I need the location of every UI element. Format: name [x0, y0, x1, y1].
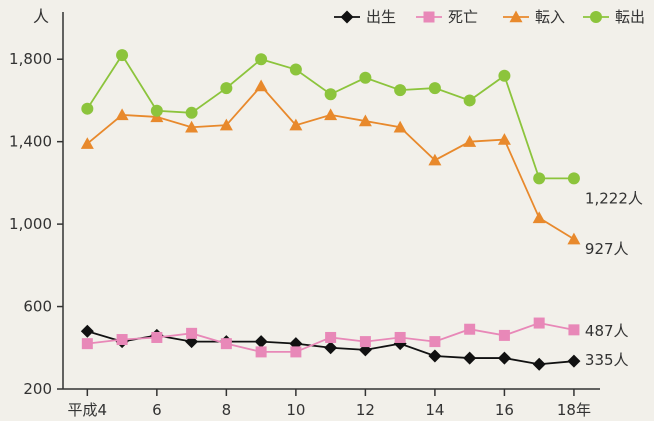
legend-label: 転出: [615, 8, 645, 26]
legend-label: 出生: [366, 8, 396, 26]
legend-item: 転入: [503, 8, 565, 26]
y-tick-label: 1,000: [9, 215, 52, 233]
legend-1-point: [340, 10, 354, 24]
series-4-point: [567, 172, 580, 185]
series-2-point: [290, 346, 302, 358]
y-tick-label: 600: [23, 298, 52, 316]
series-3-point: [289, 118, 303, 131]
series-3-point: [428, 153, 442, 166]
series-4-point: [498, 69, 511, 82]
y-axis-unit-label: 人: [33, 7, 49, 26]
end-labels: 335人 487人 927人 1,222人: [585, 189, 643, 369]
series-4-point: [116, 49, 129, 62]
series-4-point: [289, 63, 302, 76]
series-2-point: [325, 331, 337, 343]
series-3-point: [567, 232, 581, 245]
x-tick-label: 14: [425, 401, 444, 419]
series-2-point: [116, 334, 128, 346]
series-3-point: [463, 135, 477, 147]
x-tick-label: 6: [152, 401, 162, 419]
legend-4-point: [590, 11, 602, 23]
y-tick-label: 1,800: [9, 50, 52, 68]
series-4-point: [359, 71, 372, 84]
legend-label: 転入: [535, 8, 565, 26]
legend-item: 転出: [583, 8, 645, 26]
series-2-point: [498, 329, 510, 341]
y-tick-label: 1,400: [9, 133, 52, 151]
series-3-point: [185, 120, 199, 133]
y-ticks: 200 600 1,000 1,400 1,800: [9, 50, 63, 398]
series-2-point: [220, 338, 232, 350]
series-3-point: [358, 114, 372, 127]
series-1-point: [463, 351, 477, 365]
series-4-point: [394, 84, 407, 97]
series-2-point: [429, 336, 441, 348]
x-tick-label: 18年: [557, 401, 591, 419]
series-3-point: [80, 137, 94, 149]
series-3-point: [219, 118, 233, 131]
series-1-point: [324, 341, 338, 355]
series-2: [81, 317, 580, 358]
y-tick-label: 200: [23, 380, 52, 398]
series-1-point: [497, 351, 511, 365]
series-3: [80, 79, 581, 245]
axes: 人: [33, 7, 600, 390]
series-3-point: [532, 211, 546, 224]
series-1-point: [567, 354, 581, 368]
legend-label: 死亡: [448, 8, 478, 26]
legend-2-point: [423, 11, 435, 23]
series-3-point: [497, 133, 511, 145]
x-tick-label: 平成4: [68, 401, 108, 419]
series-4-point: [150, 104, 163, 117]
series-3-point: [115, 108, 129, 121]
series-2-point: [255, 346, 267, 358]
series-end-label: 1,222人: [585, 189, 643, 207]
legend-item: 死亡: [416, 8, 478, 26]
series-4-point: [255, 53, 268, 66]
series-end-label: 335人: [585, 351, 629, 369]
series-4-point: [81, 102, 94, 115]
x-tick-label: 10: [286, 401, 305, 419]
series-2-point: [81, 338, 93, 350]
series-2-point: [394, 331, 406, 343]
series-1-point: [428, 349, 442, 363]
series-end-label: 487人: [585, 322, 629, 340]
series-2-point: [359, 336, 371, 348]
x-tick-label: 8: [222, 401, 232, 419]
series-2-point: [186, 327, 198, 339]
series-3-point: [254, 79, 268, 92]
legend-item: 出生: [334, 8, 396, 26]
series-4-point: [428, 82, 441, 95]
series-4-point: [533, 172, 546, 185]
series-1-point: [254, 335, 268, 349]
legend: 出生 死亡 転入 転出: [334, 8, 645, 26]
x-ticks: 平成4 6 8 10 12 14 16 18年: [68, 389, 591, 419]
series-2-point: [464, 323, 476, 335]
series-layer: [80, 49, 581, 371]
series-2-point: [568, 324, 580, 336]
x-tick-label: 12: [356, 401, 375, 419]
series-end-label: 927人: [585, 240, 629, 258]
series-4: [81, 49, 580, 185]
series-1-point: [532, 357, 546, 371]
series-3-point: [324, 108, 338, 121]
series-3-point: [393, 120, 407, 133]
series-2-point: [533, 317, 545, 329]
x-tick-label: 16: [495, 401, 514, 419]
series-4-point: [185, 106, 198, 119]
series-4-point: [324, 88, 337, 101]
series-4-point: [220, 82, 233, 95]
series-4-point: [463, 94, 476, 107]
legend-3-point: [509, 10, 523, 23]
series-2-point: [151, 331, 163, 343]
series-1-point: [80, 324, 94, 338]
